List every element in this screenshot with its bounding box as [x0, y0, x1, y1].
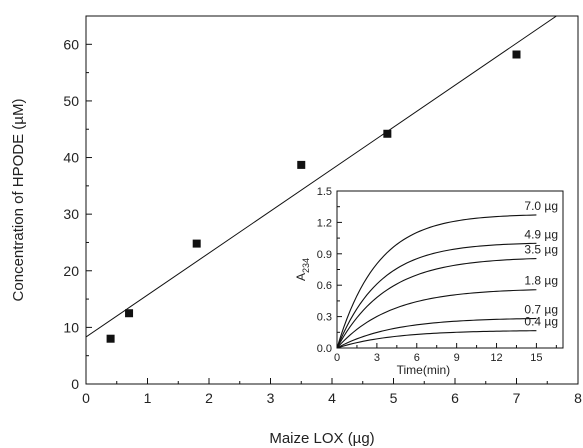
- inset-y-tick-label: 1.2: [317, 217, 332, 229]
- inset-y-axis-title: A234: [294, 258, 311, 281]
- inset-x-tick-label: 6: [414, 352, 420, 364]
- data-point: [512, 50, 521, 59]
- x-tick-label: 8: [574, 390, 582, 406]
- inset-x-tick-label: 0: [334, 352, 340, 364]
- inset-curve: [336, 214, 537, 349]
- inset-curve-label: 3.5 µg: [524, 243, 558, 257]
- inset-curve: [336, 242, 537, 349]
- inset-curve-label: 1.8 µg: [524, 274, 558, 288]
- inset-curve: [336, 289, 537, 349]
- y-tick-label: 60: [63, 36, 79, 52]
- x-tick-label: 5: [390, 390, 398, 406]
- fit-line: [86, 16, 557, 338]
- inset-x-tick-label: 9: [454, 352, 460, 364]
- x-tick-label: 1: [144, 390, 152, 406]
- x-tick-label: 6: [451, 390, 459, 406]
- data-point: [383, 129, 392, 138]
- x-tick-label: 0: [82, 390, 90, 406]
- inset-x-tick-label: 15: [530, 352, 542, 364]
- inset-y-tick-label: 0.6: [317, 280, 332, 292]
- inset-y-tick-label: 1.5: [317, 186, 332, 198]
- y-tick-label: 20: [63, 263, 79, 279]
- y-tick-label: 10: [63, 319, 79, 335]
- inset-x-axis-title: Time(min): [397, 363, 451, 377]
- inset-curve-label: 0.4 µg: [524, 315, 558, 329]
- y-tick-label: 40: [63, 150, 79, 166]
- inset-y-tick-label: 0.9: [317, 249, 332, 261]
- inset-x-tick-label: 3: [374, 352, 380, 364]
- inset-curve-label: 7.0 µg: [524, 199, 558, 213]
- data-point: [106, 334, 115, 343]
- x-tick-label: 7: [513, 390, 521, 406]
- y-axis-title: Concentration of HPODE (µM): [10, 99, 27, 302]
- x-tick-label: 4: [328, 390, 336, 406]
- x-axis-title: Maize LOX (µg): [269, 430, 374, 447]
- y-tick-label: 0: [71, 376, 79, 392]
- data-point: [125, 309, 134, 318]
- y-tick-label: 30: [63, 206, 79, 222]
- y-tick-label: 50: [63, 93, 79, 109]
- inset-y-tick-label: 0.3: [317, 312, 332, 324]
- x-tick-label: 2: [205, 390, 213, 406]
- inset-curve: [336, 317, 537, 349]
- inset-x-tick-label: 12: [490, 352, 502, 364]
- inset-curve-label: 0.7 µg: [524, 302, 558, 316]
- inset-y-tick-label: 0.0: [317, 343, 332, 355]
- inset-curve: [336, 257, 537, 349]
- inset-curve-label: 4.9 µg: [524, 227, 558, 241]
- x-tick-label: 3: [267, 390, 275, 406]
- inset-curve: [336, 330, 537, 349]
- inset-plot: 0 3 6 9 12 15 0.0 0.3 0.6 0.9 1.2 1.5 Time(min) A234 7…: [294, 186, 564, 377]
- inset-y-axis-title-main: A: [294, 273, 308, 281]
- inset-y-axis-title-sub: 234: [301, 258, 311, 273]
- data-point: [297, 160, 306, 169]
- data-point: [192, 239, 201, 248]
